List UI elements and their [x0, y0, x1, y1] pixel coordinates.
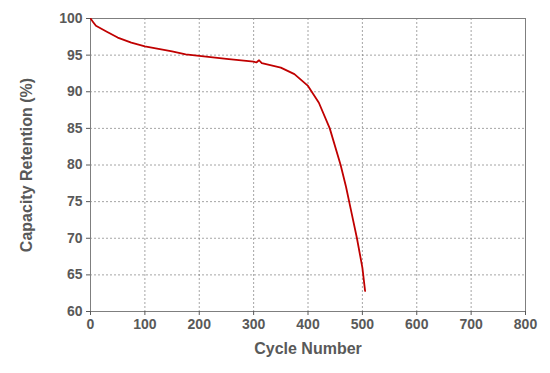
svg-text:200: 200	[188, 316, 212, 332]
svg-text:100: 100	[59, 10, 83, 26]
svg-text:Capacity Retention (%): Capacity Retention (%)	[18, 78, 35, 252]
svg-text:75: 75	[67, 193, 83, 209]
svg-text:600: 600	[405, 316, 429, 332]
svg-text:700: 700	[459, 316, 483, 332]
svg-text:Cycle Number: Cycle Number	[254, 340, 362, 357]
svg-text:400: 400	[296, 316, 320, 332]
svg-text:500: 500	[351, 316, 375, 332]
svg-text:80: 80	[67, 156, 83, 172]
svg-text:85: 85	[67, 120, 83, 136]
svg-text:0: 0	[87, 316, 95, 332]
svg-text:800: 800	[514, 316, 538, 332]
svg-text:60: 60	[67, 303, 83, 319]
svg-text:300: 300	[242, 316, 266, 332]
svg-text:70: 70	[67, 230, 83, 246]
svg-text:90: 90	[67, 83, 83, 99]
svg-text:65: 65	[67, 266, 83, 282]
svg-text:100: 100	[133, 316, 157, 332]
svg-text:95: 95	[67, 47, 83, 63]
